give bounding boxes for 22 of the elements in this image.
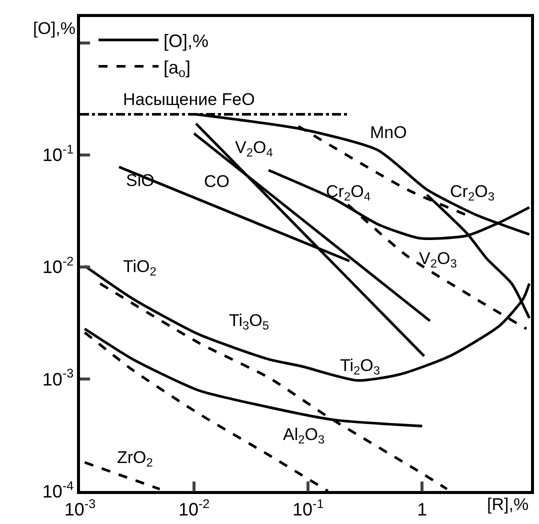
annotation: TiO$_{2}$: [123, 257, 157, 279]
x-tick-label: 1: [417, 499, 428, 520]
annotation: Ti$_{3}$O$_{5}$: [229, 311, 270, 333]
x-tick-label: 10$^{-2}$: [178, 496, 210, 520]
annotation: V$_{2}$O$_{4}$: [235, 138, 274, 160]
annotation: V$_{2}$O$_{3}$: [419, 249, 458, 271]
x-tick-label: 10$^{-1}$: [292, 496, 324, 520]
x-axis-title: [R],%: [487, 495, 529, 514]
annotation: Ti$_{2}$O$_{3}$: [340, 356, 380, 378]
annotation: Насыщение FeO: [123, 90, 255, 109]
y-tick-label: 10$^{-3}$: [42, 366, 74, 390]
annotation: MnO: [370, 123, 407, 142]
annotation: Cr$_{2}$O$_{4}$: [326, 182, 371, 204]
legend-label: [a$_{o}$]: [164, 57, 191, 80]
annotation: Al$_{2}$O$_{3}$: [283, 425, 325, 447]
annotation: Cr$_{2}$O$_{3}$: [450, 182, 495, 204]
y-tick-label: 10$^{-2}$: [42, 254, 74, 278]
annotation: ZrO$_{2}$: [117, 448, 154, 470]
y-axis-title: [O],%: [33, 19, 76, 38]
y-tick-label: 10$^{-1}$: [42, 142, 74, 166]
legend-label: [O],%: [164, 30, 209, 51]
annotation: CO: [204, 172, 230, 191]
